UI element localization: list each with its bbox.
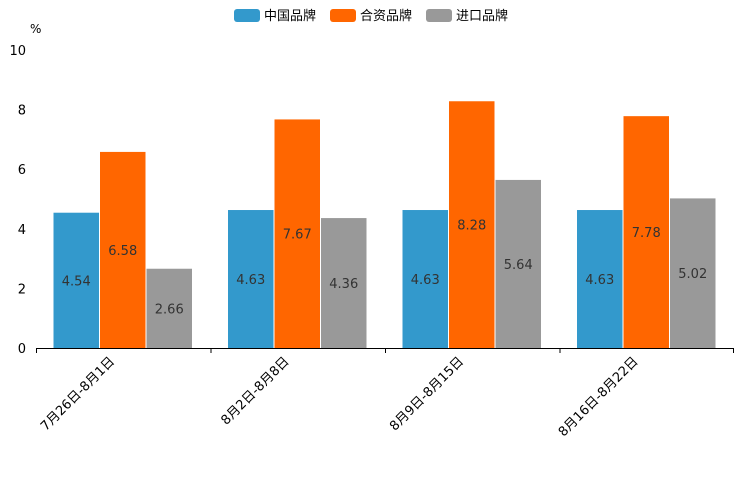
x-axis: 7月26日-8月1日 8月2日-8月8日 8月9日-8月15日 8月16日-8月22日 [36, 348, 734, 440]
legend-swatch-3 [426, 9, 452, 22]
data-labels: 4.54 6.58 2.66 4.63 7.67 4.36 4.63 8.28 5.64 4.63… [62, 219, 707, 318]
y-axis: 0 2 4 6 8 10 [9, 44, 26, 357]
data-label: 5.64 [504, 258, 533, 273]
data-label: 4.54 [62, 274, 91, 289]
bar-3-4 [670, 198, 716, 348]
y-tick-label: 6 [18, 163, 26, 178]
y-tick-label: 4 [18, 223, 26, 238]
bar-1-2 [228, 210, 274, 348]
data-label: 4.63 [236, 273, 265, 288]
bar-2-2 [274, 119, 320, 349]
bar-2-4 [623, 116, 669, 348]
data-label: 7.78 [632, 226, 661, 241]
legend: 中国品牌 合资品牌 进口品牌 [234, 8, 508, 24]
legend-label-2: 合资品牌 [360, 8, 412, 24]
bar-3-1 [146, 268, 192, 348]
y-tick-label: 2 [18, 282, 26, 297]
y-tick-label: 0 [18, 342, 26, 357]
bars [53, 101, 716, 349]
x-category-label: 8月9日-8月15日 [387, 354, 467, 434]
legend-label-1: 中国品牌 [264, 8, 316, 24]
y-tick-label: 10 [9, 44, 26, 59]
bar-1-4 [577, 210, 623, 348]
bar-2-1 [100, 151, 146, 348]
data-label: 7.67 [283, 228, 312, 243]
legend-swatch-2 [330, 9, 356, 22]
bar-3-2 [321, 218, 367, 348]
bar-2-3 [449, 101, 495, 348]
data-label: 4.63 [411, 273, 440, 288]
x-category-label: 8月2日-8月8日 [218, 354, 292, 428]
data-label: 6.58 [108, 244, 137, 259]
bar-3-3 [495, 179, 541, 348]
data-label: 2.66 [155, 302, 184, 317]
bar-1-1 [53, 212, 99, 348]
bar-1-3 [402, 210, 448, 348]
y-tick-label: 8 [18, 104, 26, 119]
legend-swatch-1 [234, 9, 260, 22]
y-axis-unit: % [30, 22, 41, 36]
x-category-label: 7月26日-8月1日 [38, 354, 118, 434]
data-label: 4.36 [329, 277, 358, 292]
data-label: 4.63 [585, 273, 614, 288]
data-label: 8.28 [457, 219, 486, 234]
x-category-label: 8月16日-8月22日 [556, 354, 642, 440]
data-label: 5.02 [678, 267, 707, 282]
legend-label-3: 进口品牌 [456, 8, 508, 24]
